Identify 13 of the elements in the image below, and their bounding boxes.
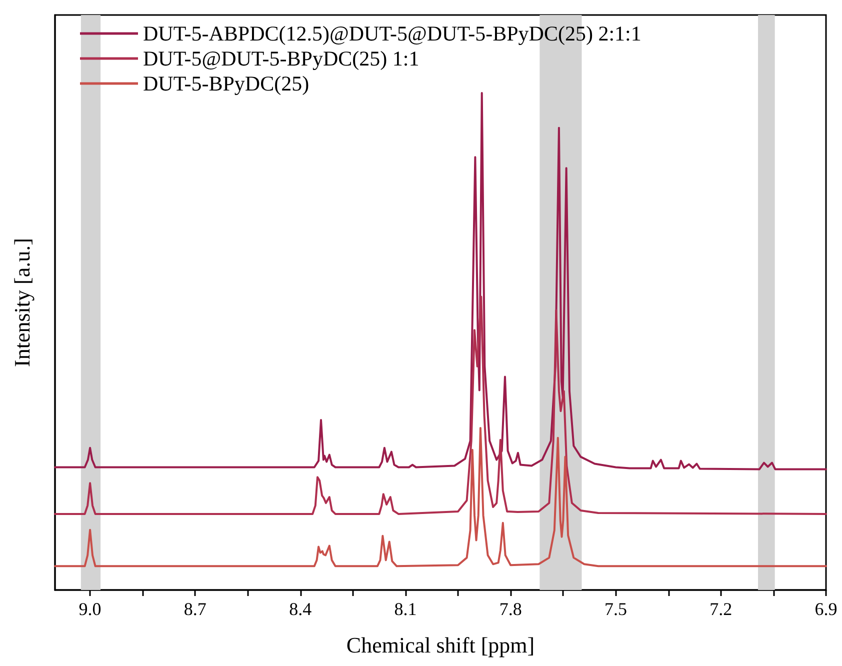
legend-label: DUT-5-BPyDC(25) xyxy=(143,72,310,96)
legend-label: DUT-5@DUT-5-BPyDC(25) 1:1 xyxy=(143,46,420,70)
y-axis-title: Intensity [a.u.] xyxy=(10,238,34,367)
x-axis-title: Chemical shift [ppm] xyxy=(346,632,535,658)
x-tick-label: 8.7 xyxy=(184,599,206,619)
x-tick-label: 9.0 xyxy=(78,599,102,619)
x-tick-label: 7.8 xyxy=(499,599,522,619)
x-tick-label: 8.1 xyxy=(394,599,417,619)
x-tick-label: 6.9 xyxy=(814,599,838,619)
x-tick-label: 8.4 xyxy=(289,599,312,619)
x-tick-label: 7.2 xyxy=(710,599,732,619)
legend-label: DUT-5-ABPDC(12.5)@DUT-5@DUT-5-BPyDC(25) 2:1:1 xyxy=(143,22,642,46)
x-tick-label: 7.5 xyxy=(604,599,627,619)
